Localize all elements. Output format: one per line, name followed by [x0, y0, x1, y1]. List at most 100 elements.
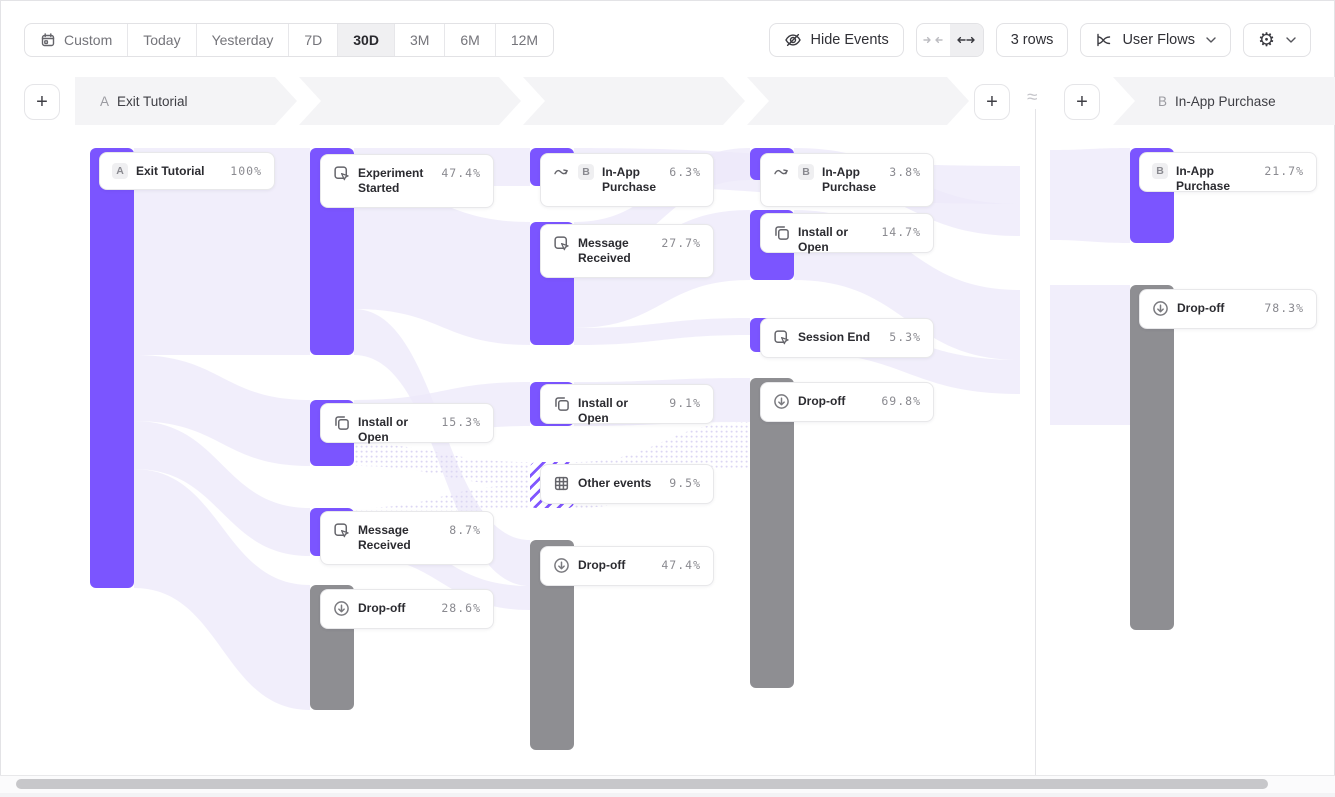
flow-ribbon[interactable] [354, 444, 530, 485]
calendar-icon [40, 32, 56, 48]
action-icon [773, 329, 790, 346]
node-exit-card[interactable]: A Exit Tutorial 100% [99, 152, 275, 190]
flow-ribbon[interactable] [354, 186, 530, 345]
dropoff-icon [773, 393, 790, 410]
rows-button[interactable]: 3 rows [995, 23, 1069, 57]
node-value: 47.4% [661, 558, 701, 572]
rows-label: 3 rows [1010, 32, 1054, 48]
date-range-label: 7D [304, 32, 323, 48]
node-exp-card[interactable]: Experiment Started 47.4% [320, 154, 494, 208]
node-label: Drop-off [578, 558, 626, 572]
node-do3-bar[interactable] [750, 378, 794, 688]
node-value: 8.7% [449, 523, 481, 537]
date-range-custom[interactable]: Custom [25, 24, 129, 56]
node-label: Other events [578, 476, 652, 490]
node-value: 15.3% [441, 415, 481, 429]
collapse-columns-button[interactable] [917, 24, 950, 56]
date-range-group: Custom Today Yesterday 7D 30D 3M 6M 12M [24, 23, 555, 57]
node-se-card[interactable]: Session End 5.3% [760, 318, 934, 358]
node-value: 6.3% [669, 165, 701, 179]
date-range-today[interactable]: Today [128, 24, 197, 56]
node-oth-card[interactable]: Other events 9.5% [540, 464, 714, 504]
toolbar: Custom Today Yesterday 7D 30D 3M 6M 12M Hide Ev… [24, 22, 1311, 58]
dropoff-icon [553, 557, 570, 574]
node-value: 27.7% [661, 236, 701, 250]
view-selector-button[interactable]: User Flows [1080, 23, 1231, 57]
flow-a-band-segment [523, 77, 745, 125]
flow-ribbon[interactable] [1050, 285, 1130, 425]
node-value: 47.4% [441, 166, 481, 180]
chevron-down-icon [1286, 37, 1296, 43]
dropoff-icon [333, 600, 350, 617]
action-icon [333, 522, 350, 539]
flow-a-band-segment [75, 77, 297, 125]
flow-b-header[interactable]: B In-App Purchase [1158, 77, 1276, 125]
date-range-label: 3M [409, 32, 430, 48]
flow-ribbon[interactable] [134, 355, 310, 466]
add-step-start-button[interactable]: + [24, 84, 60, 120]
flow-ribbon[interactable] [1050, 148, 1130, 243]
flow-b-band-segment [1113, 77, 1335, 125]
hide-events-label: Hide Events [810, 32, 889, 48]
expand-columns-button[interactable] [949, 24, 983, 56]
flow-a-header[interactable]: A Exit Tutorial [100, 77, 188, 125]
node-iap1-card[interactable]: B In-App Purchase 6.3% [540, 153, 714, 207]
node-value: 5.3% [889, 330, 921, 344]
node-io2-card[interactable]: Install or Open 9.1% [540, 384, 714, 425]
node-value: 9.5% [669, 476, 701, 490]
node-value: 100% [230, 164, 262, 178]
node-label: Message Received [358, 523, 411, 552]
toolbar-right: Hide Events 3 rows User Flows ⚙ [768, 23, 1311, 57]
date-range-label: 6M [460, 32, 480, 48]
gear-icon: ⚙ [1257, 29, 1275, 51]
flow-badge-b: B [1152, 163, 1168, 179]
node-label: Experiment Started [358, 166, 424, 195]
node-exit-bar[interactable] [90, 148, 134, 588]
flow-badge-b: B [798, 164, 814, 180]
node-do3-card[interactable]: Drop-off 69.8% [760, 382, 934, 422]
node-do1-card[interactable]: Drop-off 28.6% [320, 589, 494, 629]
dropoff-icon [1152, 300, 1169, 317]
date-range-yesterday[interactable]: Yesterday [197, 24, 290, 56]
node-mr2-card[interactable]: Message Received 27.7% [540, 224, 714, 278]
node-label: Message Received [578, 236, 631, 265]
node-do2-card[interactable]: Drop-off 47.4% [540, 546, 714, 586]
node-label: Install or Open [358, 415, 409, 444]
date-range-3m[interactable]: 3M [395, 24, 446, 56]
flow-ribbon[interactable] [134, 148, 310, 355]
node-do4-bar[interactable] [1130, 285, 1174, 630]
node-iap3-card[interactable]: B In-App Purchase 21.7% [1139, 152, 1317, 193]
node-label: Install or Open [578, 396, 629, 425]
date-range-label: Today [143, 32, 181, 48]
node-label: In-App Purchase [822, 165, 877, 194]
flow-ribbon[interactable] [134, 421, 310, 556]
node-do4-card[interactable]: Drop-off 78.3% [1139, 289, 1317, 329]
date-range-7d[interactable]: 7D [289, 24, 339, 56]
flow-b-title: In-App Purchase [1175, 93, 1276, 109]
hide-events-button[interactable]: Hide Events [768, 23, 904, 57]
grid-icon [553, 475, 570, 492]
node-io1-card[interactable]: Install or Open 15.3% [320, 403, 494, 444]
flow-ribbon[interactable] [574, 318, 750, 345]
flow-badge-a: A [112, 163, 128, 179]
date-range-label: Yesterday [211, 32, 274, 48]
date-range-12m[interactable]: 12M [496, 24, 553, 56]
horizontal-scrollbar-thumb[interactable] [16, 779, 1268, 789]
node-value: 14.7% [881, 225, 921, 239]
node-iap2-card[interactable]: B In-App Purchase 3.8% [760, 153, 934, 207]
action-icon [333, 165, 350, 182]
node-mr1-card[interactable]: Message Received 8.7% [320, 511, 494, 565]
jump-icon [773, 164, 790, 181]
add-step-b-start-button[interactable]: + [1064, 84, 1100, 120]
flow-badge-b: B [578, 164, 594, 180]
settings-button[interactable]: ⚙ [1242, 23, 1311, 57]
date-range-30d[interactable]: 30D [338, 24, 395, 56]
node-io3-card[interactable]: Install or Open 14.7% [760, 213, 934, 254]
flow-ribbon[interactable] [134, 469, 310, 710]
arrows-outward-icon [957, 36, 975, 44]
flow-a-band-segment [299, 77, 521, 125]
date-range-6m[interactable]: 6M [445, 24, 496, 56]
add-step-a-end-button[interactable]: + [974, 84, 1010, 120]
chevron-down-icon [1206, 37, 1216, 43]
